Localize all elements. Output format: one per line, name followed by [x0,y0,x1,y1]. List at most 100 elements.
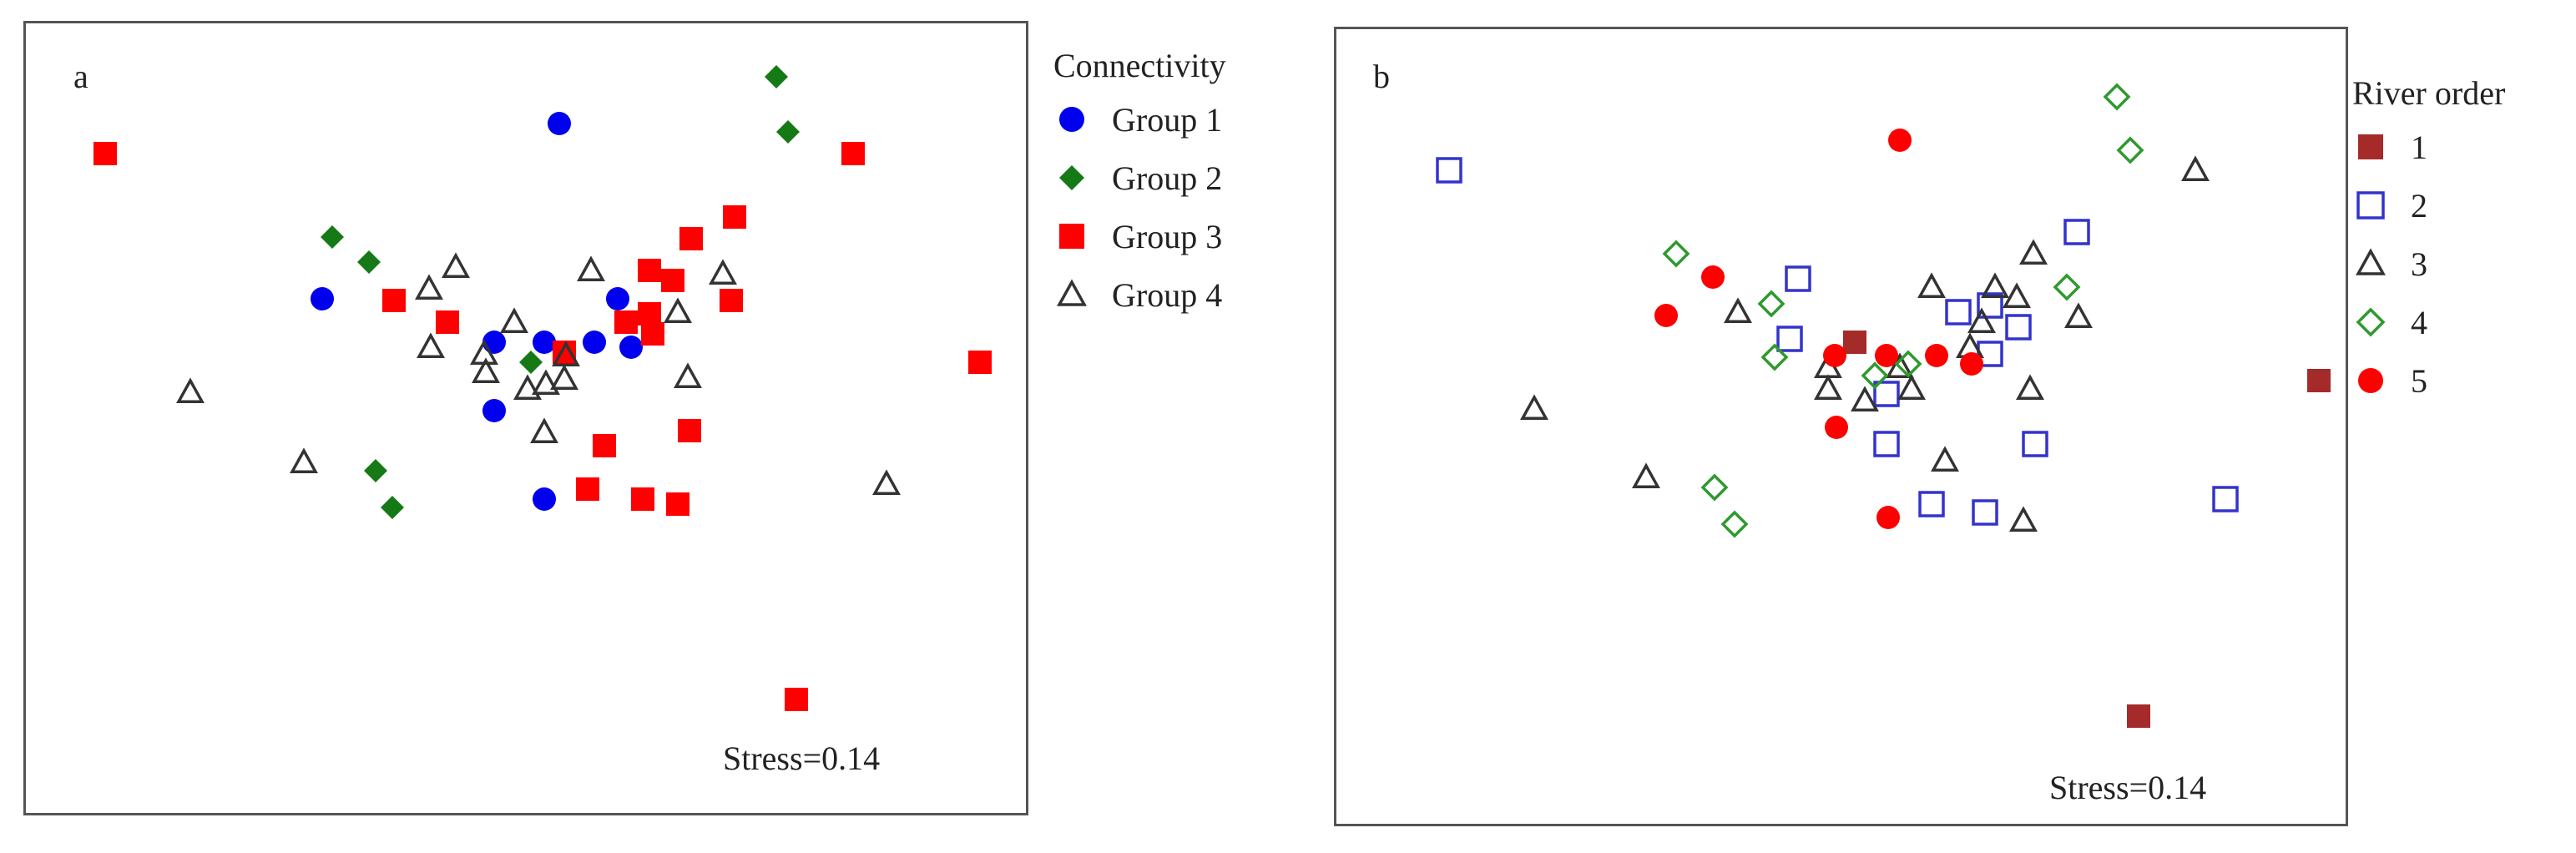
data-point-triangle [1632,462,1660,488]
data-point-triangle [472,357,500,383]
data-point-square [661,269,684,292]
data-point-triangle [1967,307,1996,333]
data-point-circle [1825,416,1848,439]
data-point-square [436,310,459,334]
legend-item: 5 [2352,351,2505,410]
data-point-circle [583,331,606,354]
data-point-circle [482,331,506,354]
data-point-circle [619,336,643,359]
data-point-triangle [674,362,702,388]
data-point-square [638,302,661,326]
series-a-3 [93,142,992,711]
series-a-2 [321,65,800,519]
legend-title: River order [2352,74,2506,112]
data-point-square [614,310,638,334]
data-point-square [1972,499,1998,526]
data-point-circle [1701,265,1725,289]
data-point-triangle [2064,302,2093,328]
data-point-square [785,688,808,711]
data-point-square [1436,157,1462,184]
data-point-triangle [872,469,901,495]
data-point-triangle [1917,272,1946,298]
data-point-triangle [500,307,528,333]
panel-label-b: b [1373,58,1390,95]
data-point-square [1776,326,1803,352]
data-point-triangle [1981,272,2009,298]
legend-title: Connectivity [1053,47,1226,84]
series-b-5 [1654,129,1983,529]
legend-triangle-shape [2356,248,2386,275]
legend-square-shape [1059,224,1084,249]
data-point-square [2127,704,2150,728]
legend-label: Group 2 [1112,159,1223,197]
data-point-circle [1876,506,1900,529]
data-point-square [720,289,743,312]
legend-circle-shape [1059,107,1084,132]
data-point-triangle [664,297,692,323]
legend-item: Group 1 [1053,90,1226,149]
data-point-square [2022,431,2048,457]
data-point-circle [1925,344,1948,367]
legend-connectivity: Connectivity Group 1 Group 2 Group 3 Gro… [1053,46,1226,324]
data-point-diamond [321,225,344,249]
legend-label: 3 [2411,245,2427,283]
data-point-diamond [776,120,800,144]
data-point-circle [482,399,506,422]
data-point-triangle [1931,446,1959,472]
data-point-square [666,492,689,516]
data-point-diamond [765,65,788,88]
data-point-square [593,434,616,457]
legend-triangle-shape [1057,279,1087,306]
data-point-square [679,227,703,250]
data-point-circle [1888,129,1912,152]
series-a-4 [176,252,901,495]
data-point-diamond [1720,510,1749,538]
data-point-triangle [2181,155,2210,181]
data-point-triangle [415,274,443,300]
data-point-triangle [552,341,580,366]
legend-label: 5 [2411,361,2427,400]
series-b-3 [1520,155,2210,532]
data-point-circle [1654,304,1678,327]
legend-item: 4 [2352,293,2505,351]
data-point-diamond [381,496,404,519]
legend-square-shape [2356,191,2385,220]
legend-marker-diamond-icon [1059,165,1084,190]
data-point-circle [1823,344,1846,367]
data-point-square [968,351,992,374]
data-point-triangle [709,259,737,285]
data-point-circle [1960,352,1983,376]
legend-circle-shape [2358,368,2383,393]
data-point-triangle [1851,386,1879,411]
legend-marker-circle-icon [1059,107,1084,132]
data-point-square [1977,292,2003,319]
legend-label: 4 [2411,303,2427,341]
data-point-square [2063,219,2090,245]
data-point-square [576,477,599,501]
data-point-triangle [442,252,470,278]
data-point-diamond [357,250,381,274]
legend-item: 3 [2352,235,2505,293]
data-point-circle [548,112,571,135]
stress-value-b: Stress=0.14 [2049,769,2207,806]
data-point-circle [311,287,334,310]
data-point-triangle [290,447,318,473]
data-point-diamond [1662,240,1690,268]
data-point-square [1977,341,2003,367]
legend-item: 1 [2352,118,2505,176]
legend-item: Group 2 [1053,149,1226,207]
data-point-square [723,205,746,229]
data-point-diamond [1700,473,1729,502]
legend-marker-triangle-icon [2356,248,2386,275]
series-a-1 [311,112,643,511]
data-point-triangle [532,369,560,395]
legend-label: Group 3 [1112,217,1223,255]
data-point-diamond [519,351,543,374]
legend-label: 2 [2411,186,2427,225]
data-point-square [631,487,654,511]
stress-value-a: Stress=0.14 [723,739,881,777]
data-point-square [841,142,865,165]
data-point-square [638,259,661,282]
data-point-triangle [577,255,605,281]
